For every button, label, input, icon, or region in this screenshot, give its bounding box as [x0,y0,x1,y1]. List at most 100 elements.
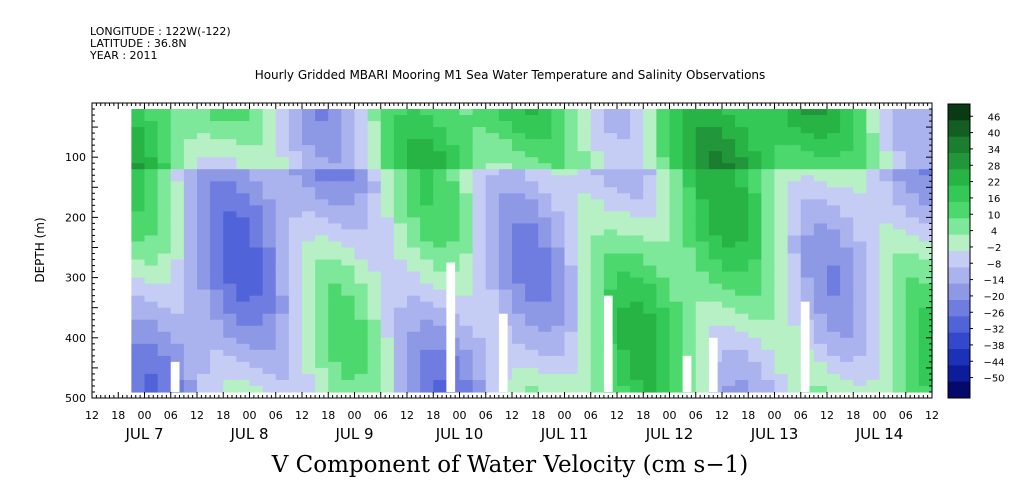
heatmap-cell [197,325,211,333]
heatmap-cell [393,181,408,188]
heatmap-cell [748,115,762,122]
heatmap-cell [131,379,146,387]
heatmap-cell [512,157,526,164]
heatmap-cell [170,289,185,297]
heatmap-cell [236,145,251,152]
heatmap-cell [223,241,237,249]
heatmap-cell [813,253,828,261]
heatmap-cell [328,217,342,225]
heatmap-cell [197,151,211,158]
heatmap-cell [905,229,920,237]
heatmap-cell [393,343,408,351]
heatmap-cell [827,349,841,357]
heatmap-cell [656,235,671,243]
heatmap-cell [341,217,356,225]
heatmap-cell [157,115,172,122]
heatmap-cell [131,205,146,212]
heatmap-cell [892,265,907,273]
heatmap-cell [866,169,881,176]
heatmap-cell [905,175,920,182]
heatmap-cell [813,109,828,116]
heatmap-cell [879,145,894,152]
heatmap-cell [827,325,841,333]
heatmap-cell [748,175,762,182]
heatmap-cell [341,373,356,381]
heatmap-cell [774,211,789,218]
heatmap-cell [669,307,684,315]
heatmap-cell [144,259,159,267]
heatmap-cell [551,343,566,351]
heatmap-cell [590,211,605,218]
heatmap-cell [787,181,802,188]
heatmap-cell [918,223,933,231]
heatmap-cell [315,157,329,164]
heatmap-cell [498,151,513,158]
heatmap-cell [643,145,657,152]
heatmap-cell [354,349,369,357]
heatmap-cell [472,181,487,188]
heatmap-cell [708,145,723,152]
heatmap-cell [459,235,474,243]
heatmap-cell [485,361,500,369]
heatmap-cell [866,193,881,200]
heatmap-cell [617,133,631,140]
heatmap-cell [328,277,342,285]
heatmap-cell [525,109,539,116]
heatmap-cell [407,265,421,273]
heatmap-cell [879,301,894,309]
heatmap-cell [722,121,736,128]
heatmap-cell [617,145,631,152]
heatmap-cell [866,157,881,164]
heatmap-cell [748,229,762,237]
heatmap-cell [354,253,369,261]
heatmap-cell [840,349,854,357]
heatmap-cell [183,145,198,152]
heatmap-cell [577,289,592,297]
heatmap-cell [367,145,382,152]
heatmap-cell [643,121,657,128]
heatmap-cell [131,217,146,225]
heatmap-cell [892,385,907,393]
heatmap-cell [367,121,382,128]
heatmap-cell [472,331,487,339]
heatmap-cell [551,349,566,357]
heatmap-cell [840,139,854,146]
heatmap-cell [577,223,592,231]
heatmap-cell [183,247,198,255]
heatmap-cell [262,109,277,116]
heatmap-cell [341,361,356,369]
heatmap-cell [512,205,526,212]
heatmap-cell [315,361,329,369]
heatmap-cell [918,307,933,315]
heatmap-cell [892,331,907,339]
heatmap-cell [144,223,159,231]
heatmap-cell [144,175,159,182]
heatmap-cell [853,217,867,225]
heatmap-cell [617,319,631,327]
heatmap-cell [485,253,500,261]
heatmap-cell [813,133,828,140]
heatmap-cell [223,283,237,291]
heatmap-cell [630,349,644,357]
heatmap-cell [787,145,802,152]
heatmap-cell [275,259,290,267]
heatmap-cell [630,283,644,291]
heatmap-cell [643,265,657,273]
heatmap-cell [131,115,146,122]
heatmap-cell [249,277,264,285]
heatmap-cell [315,151,329,158]
heatmap-cell [630,295,644,303]
heatmap-cell [603,217,618,225]
heatmap-cell [498,193,513,200]
missing-data-gaps [170,262,810,392]
heatmap-cell [367,271,382,279]
heatmap-cell [302,385,316,393]
heatmap-cell [380,133,395,140]
heatmap-cell [249,193,264,200]
heatmap-cell [643,205,657,212]
heatmap-cell [157,361,172,369]
heatmap-cell [144,373,159,381]
heatmap-cell [197,115,211,122]
heatmap-cell [302,187,316,194]
heatmap-cell [472,277,487,285]
